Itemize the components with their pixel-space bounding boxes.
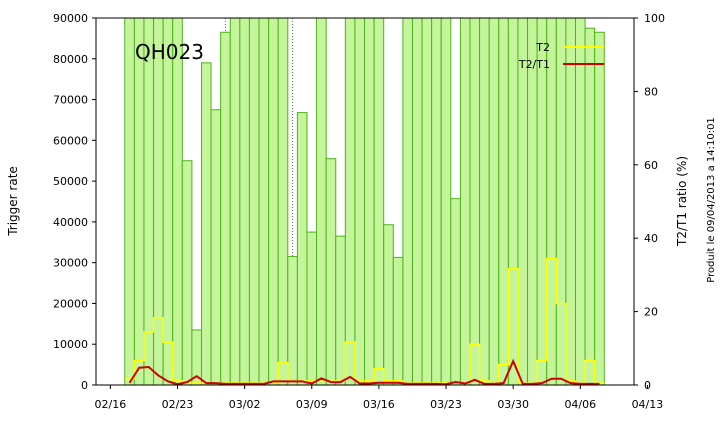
trigger-rate-bar	[469, 17, 481, 386]
trigger-rate-bar	[383, 224, 394, 386]
left-axis-tick-label: 90000	[53, 12, 88, 25]
trigger-rate-bar	[248, 17, 260, 386]
trigger-rate-bar	[479, 17, 490, 386]
trigger-rate-bar	[527, 17, 538, 386]
x-axis-tick-label: 03/23	[430, 398, 462, 411]
trigger-rate-bar	[306, 231, 318, 386]
trigger-rate-bar	[287, 256, 298, 386]
x-axis-tick-label: 02/16	[95, 398, 127, 411]
trigger-rate-bar	[555, 17, 567, 386]
trigger-rate-bar	[575, 17, 586, 386]
trigger-rate-bar	[584, 27, 596, 386]
right-axis-tick-label: 80	[644, 85, 658, 98]
trigger-rate-bar	[411, 17, 423, 386]
trigger-rate-bar	[536, 17, 548, 386]
trigger-rate-bar	[459, 17, 471, 386]
trigger-rate-bar	[364, 17, 375, 386]
trigger-rate-bar	[421, 17, 433, 386]
trigger-rate-bar	[229, 17, 241, 386]
x-axis-tick-label: 04/13	[632, 398, 664, 411]
t2-t1-ratio-line	[128, 358, 600, 386]
trigger-rate-bar	[488, 17, 500, 386]
right-axis-tick-label: 40	[644, 232, 658, 245]
trigger-rate-bar	[450, 198, 461, 386]
right-axis-label: T2/T1 ratio (%)	[675, 156, 689, 247]
left-axis-tick-label: 60000	[53, 134, 88, 147]
trigger-rate-bar	[546, 17, 557, 386]
trigger-rate-bar	[181, 160, 193, 386]
x-axis-tick-label: 04/06	[564, 398, 596, 411]
t2-series-line	[124, 257, 605, 384]
trigger-rate-bar	[258, 17, 270, 386]
right-axis-tick-label: 20	[644, 306, 658, 319]
trigger-rate-bar	[153, 17, 164, 386]
x-axis-tick-label: 02/23	[162, 398, 194, 411]
legend-label: T2	[535, 41, 550, 54]
trigger-rate-bar	[392, 256, 404, 386]
left-axis-tick-label: 20000	[53, 297, 88, 310]
trigger-rate-bar	[210, 109, 222, 386]
trigger-rate-bar	[268, 17, 279, 386]
trigger-rate-bar	[162, 17, 174, 386]
trigger-rate-bar	[239, 17, 250, 386]
trigger-rate-bar	[143, 17, 155, 386]
trigger-rate-bar	[354, 17, 366, 386]
trigger-rate-bar	[277, 17, 289, 386]
x-axis-tick-label: 03/16	[363, 398, 395, 411]
trigger-rate-bar	[296, 112, 308, 386]
trigger-rate-bar	[402, 17, 413, 386]
x-axis-tick-label: 03/30	[497, 398, 529, 411]
left-axis-tick-label: 50000	[53, 175, 88, 188]
trigger-rate-bar	[507, 17, 519, 386]
trigger-rate-bar	[200, 62, 212, 386]
trigger-rate-bar	[220, 31, 231, 386]
right-axis-tick-label: 60	[644, 159, 658, 172]
legend-label: T2/T1	[518, 58, 550, 71]
trigger-rate-bar	[344, 17, 356, 386]
trigger-rate-bar	[565, 17, 577, 386]
plot-frame	[95, 17, 635, 386]
x-axis-tick-label: 03/02	[229, 398, 261, 411]
trigger-rate-bar	[498, 17, 509, 386]
station-label: QH023	[135, 40, 204, 64]
right-axis-tick-label: 100	[644, 12, 665, 25]
trigger-rate-bar	[335, 235, 346, 386]
left-axis-tick-label: 70000	[53, 94, 88, 107]
left-axis-tick-label: 40000	[53, 216, 88, 229]
left-axis-tick-label: 0	[81, 379, 88, 392]
left-axis-tick-label: 10000	[53, 338, 88, 351]
x-axis-tick-label: 03/09	[296, 398, 328, 411]
left-axis-tick-label: 80000	[53, 53, 88, 66]
trigger-rate-bar	[373, 17, 385, 386]
footer-timestamp: Produit le 09/04/2013 a 14:10:01	[706, 117, 717, 283]
trigger-rate-bar	[517, 17, 529, 386]
trigger-rate-bar	[133, 17, 145, 386]
trigger-rate-bar	[172, 17, 183, 386]
trigger-rate-bar	[124, 17, 135, 386]
left-axis-tick-label: 30000	[53, 257, 88, 270]
trigger-rate-bar	[594, 31, 605, 386]
trigger-rate-bar	[440, 17, 452, 386]
trigger-rate-bar	[325, 158, 337, 386]
trigger-rate-bar	[431, 17, 442, 386]
trigger-rate-bar	[316, 17, 327, 386]
left-axis-label: Trigger rate	[6, 166, 20, 237]
